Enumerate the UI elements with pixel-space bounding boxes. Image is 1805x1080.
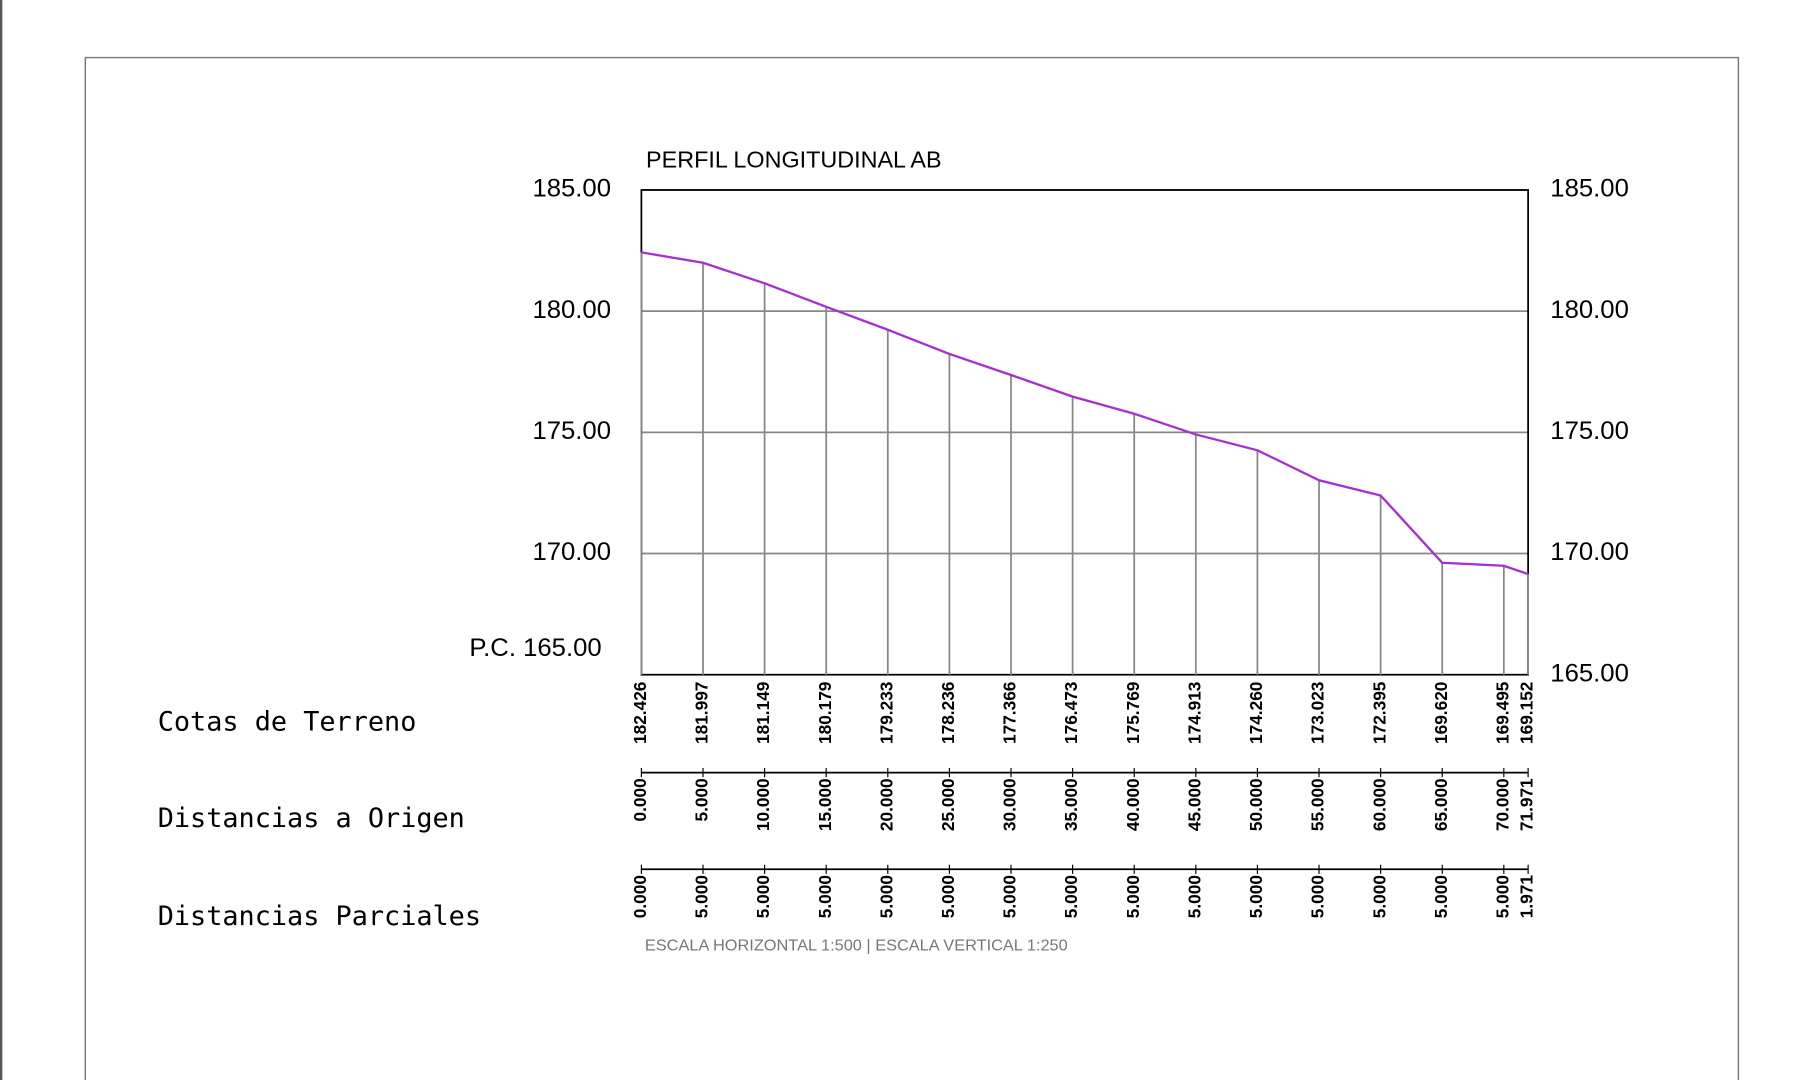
datum-label: P.C. 165.00 [469,634,601,662]
partial-distance-label: 5.000 [1492,875,1512,918]
elevation-label: 174.260 [1246,682,1266,744]
elevation-label: 175.769 [1123,681,1143,744]
elevation-label: 182.426 [630,681,650,744]
partial-distance-label: 5.000 [1369,875,1389,918]
elevation-label: 169.620 [1431,682,1451,744]
elevation-label: 177.366 [1000,681,1020,744]
x-tick-label: 50.000 [1246,778,1266,831]
x-tick-label: 60.000 [1369,778,1389,831]
row-label: Distancias Parciales [158,901,481,932]
y2-tick-label: 170.00 [1550,538,1629,566]
elevation-label: 173.023 [1308,681,1328,744]
elevation-label: 169.495 [1492,681,1512,744]
partial-distance-label: 5.000 [1184,875,1204,918]
y2-tick-label: 180.00 [1550,296,1629,324]
y2-tick-label: 175.00 [1550,417,1629,445]
chart-title: PERFIL LONGITUDINAL AB [646,146,941,172]
x-tick-label: 40.000 [1123,778,1143,831]
partial-distance-label: 5.000 [753,875,773,918]
x-tick-label: 0.000 [630,778,650,821]
partial-distance-label: 5.000 [692,875,712,918]
partial-distance-label: 5.000 [815,875,835,918]
partial-distance-label: 5.000 [1000,875,1020,918]
elevation-label: 172.395 [1369,681,1389,744]
y-tick-label: 180.00 [532,296,611,324]
y-tick-label: 175.00 [532,417,611,445]
elevation-label: 181.149 [753,681,773,744]
y2-tick-label: 185.00 [1550,175,1629,203]
terrain-line [641,251,1529,576]
x-tick-label: 65.000 [1431,778,1451,831]
y2-tick-label: 165.00 [1550,660,1629,688]
elevation-label: 181.997 [692,682,712,744]
partial-distance-label: 5.000 [876,875,896,918]
partial-distance-label: 1.971 [1517,875,1537,918]
partial-distance-label: 5.000 [1246,875,1266,918]
partial-distance-label: 5.000 [938,875,958,918]
x-tick-label: 55.000 [1308,778,1328,831]
partial-distance-label: 5.000 [1123,875,1143,918]
sheet-frame [84,56,1740,1080]
partial-distance-label: 5.000 [1061,875,1081,918]
x-tick-label: 15.000 [815,778,835,831]
row-label: Distancias a Origen [158,803,465,834]
partial-distance-label: 5.000 [1431,875,1451,918]
elevation-label: 180.179 [815,681,835,744]
x-tick-label: 30.000 [1000,778,1020,831]
footnote: ESCALA HORIZONTAL 1:500 | ESCALA VERTICA… [645,937,1068,955]
elevation-label: 176.473 [1061,681,1081,744]
x-tick-label: 10.000 [753,778,773,831]
elevation-label: 178.236 [938,681,958,744]
x-tick-label: 45.000 [1184,778,1204,831]
y-tick-label: 170.00 [532,538,611,566]
row-label: Cotas de Terreno [158,707,417,738]
x-tick-label: 71.971 [1517,778,1537,831]
x-tick-label: 35.000 [1061,778,1081,831]
x-tick-label: 20.000 [876,778,896,831]
x-tick-label: 5.000 [692,778,712,821]
elevation-label: 169.152 [1517,682,1537,744]
y-tick-label: 185.00 [532,175,611,203]
elevation-label: 179.233 [876,681,896,744]
partial-distance-label: 5.000 [1308,875,1328,918]
x-tick-label: 70.000 [1492,778,1512,831]
partial-distance-label: 0.000 [630,875,650,918]
x-tick-label: 25.000 [938,778,958,831]
elevation-label: 174.913 [1184,681,1204,744]
